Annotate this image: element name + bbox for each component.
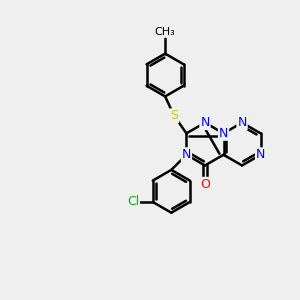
Text: O: O	[200, 178, 210, 191]
Text: N: N	[256, 148, 265, 161]
Text: N: N	[200, 116, 210, 129]
Text: N: N	[219, 127, 228, 140]
Text: Cl: Cl	[127, 196, 139, 208]
Text: CH₃: CH₃	[155, 27, 176, 37]
Text: N: N	[182, 148, 191, 161]
Text: N: N	[237, 116, 247, 129]
Text: S: S	[170, 109, 178, 122]
